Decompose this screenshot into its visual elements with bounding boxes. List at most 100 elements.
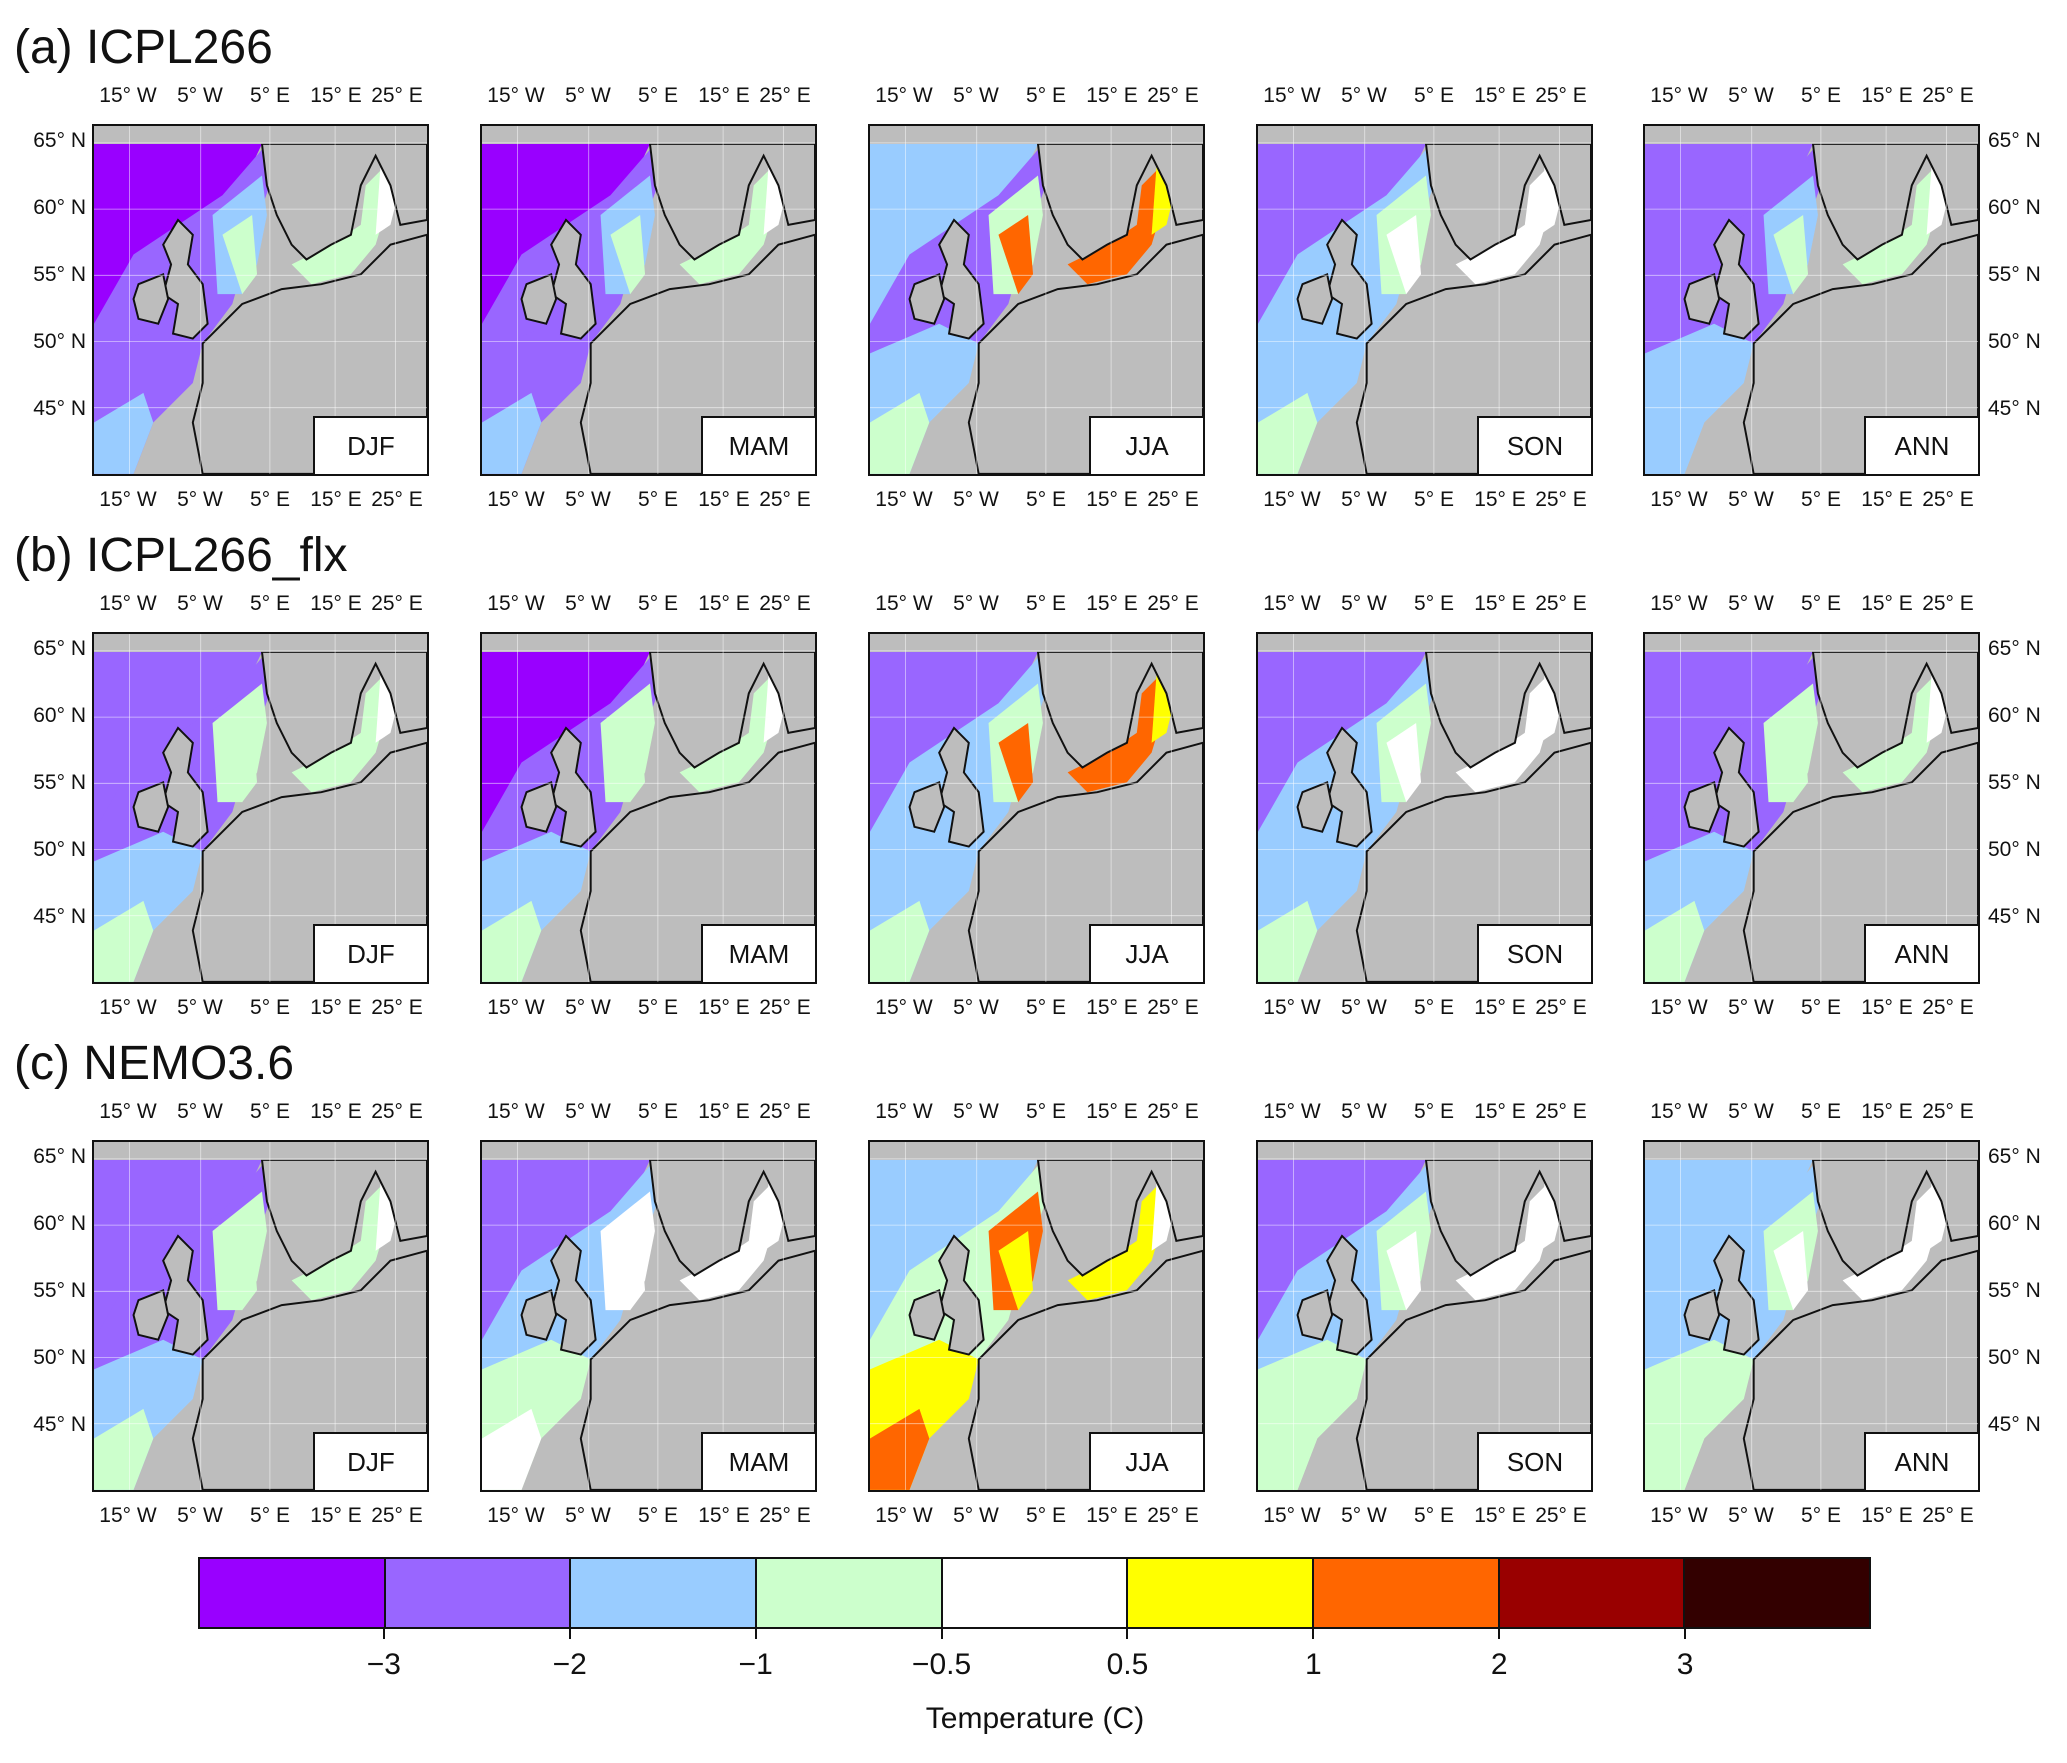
- sea-region-north-sea-inner: [1386, 215, 1422, 295]
- lon-tick-label: 15° W: [99, 488, 157, 511]
- lon-labels-top: 15° W 5° W 5° E 15° E 25° E: [1256, 84, 1593, 110]
- lat-labels-right: 65° N 60° N 55° N 50° N 45° N: [1988, 1140, 2058, 1492]
- great-britain: [938, 726, 985, 848]
- continental-europe: [191, 1249, 427, 1490]
- ireland: [908, 780, 946, 833]
- lon-tick-label: 25° E: [759, 1100, 811, 1123]
- continental-europe: [191, 233, 427, 474]
- sea-region-south: [1258, 1408, 1318, 1490]
- great-britain: [1713, 726, 1760, 848]
- sea-region-south: [870, 392, 930, 474]
- lon-tick-label: 25° E: [759, 1504, 811, 1527]
- lon-tick-label: 25° E: [759, 996, 811, 1019]
- colorbar-tick: [1684, 1629, 1687, 1639]
- lon-labels-top: 15° W 5° W 5° E 15° E 25° E: [1643, 1100, 1980, 1126]
- colorbar-tick-label: 0.5: [1106, 1648, 1149, 1681]
- lon-tick-label: 15° E: [1861, 488, 1913, 511]
- lon-tick-label: 5° E: [1801, 84, 1841, 107]
- season-label: ANN: [1864, 924, 1978, 982]
- season-label: MAM: [701, 1432, 815, 1490]
- lat-tick-label: 65° N: [1988, 1145, 2041, 1168]
- lon-tick-label: 25° E: [759, 592, 811, 615]
- map-panel: JJA: [868, 632, 1205, 984]
- lon-labels-top: 15° W 5° W 5° E 15° E 25° E: [480, 1100, 817, 1126]
- sst-bias-map: [870, 634, 1203, 982]
- lon-tick-label: 5° W: [953, 84, 999, 107]
- lon-tick-label: 15° E: [310, 488, 362, 511]
- sst-bias-map: [1645, 126, 1978, 474]
- lon-tick-label: 15° E: [1086, 488, 1138, 511]
- great-britain: [1713, 218, 1760, 340]
- lon-tick-label: 15° W: [1650, 1100, 1708, 1123]
- row-title: (b) ICPL266_flx: [14, 529, 348, 582]
- lon-labels-top: 15° W 5° W 5° E 15° E 25° E: [92, 592, 429, 618]
- lon-labels-bottom: 15° W 5° W 5° E 15° E 25° E: [92, 1504, 429, 1530]
- lon-labels-bottom: 15° W 5° W 5° E 15° E 25° E: [1256, 488, 1593, 514]
- continental-europe: [967, 741, 1203, 982]
- season-label: MAM: [701, 924, 815, 982]
- lon-tick-label: 5° E: [1026, 592, 1066, 615]
- map-panel: DJF: [92, 632, 429, 984]
- great-britain: [550, 726, 597, 848]
- lon-tick-label: 5° W: [177, 996, 223, 1019]
- lat-tick-label: 45° N: [1988, 905, 2041, 928]
- lon-tick-label: 15° E: [310, 996, 362, 1019]
- lon-tick-label: 15° E: [310, 592, 362, 615]
- ireland: [132, 272, 170, 325]
- lon-tick-label: 25° E: [759, 84, 811, 107]
- lon-labels-top: 15° W 5° W 5° E 15° E 25° E: [868, 1100, 1205, 1126]
- map-panel: JJA: [868, 124, 1205, 476]
- ireland: [1296, 1288, 1334, 1341]
- sea-region-south: [870, 900, 930, 982]
- season-label: JJA: [1089, 416, 1203, 474]
- colorbar-swatch: [1314, 1559, 1500, 1627]
- colorbar-swatch: [1685, 1559, 1870, 1627]
- sea-region-north-sea-inner: [610, 215, 646, 295]
- lon-tick-label: 25° E: [1147, 488, 1199, 511]
- lon-labels-bottom: 15° W 5° W 5° E 15° E 25° E: [868, 1504, 1205, 1530]
- lat-tick-label: 55° N: [33, 771, 86, 794]
- lon-tick-label: 15° W: [1650, 996, 1708, 1019]
- season-label: SON: [1477, 924, 1591, 982]
- sea-region-south: [1645, 1408, 1705, 1490]
- colorbar-tick-label: 1: [1304, 1648, 1322, 1681]
- lon-tick-label: 15° W: [1650, 592, 1708, 615]
- sea-region-south: [482, 900, 542, 982]
- colorbar-swatch: [1499, 1559, 1686, 1627]
- lon-tick-label: 15° W: [875, 488, 933, 511]
- lat-labels-right: 65° N 60° N 55° N 50° N 45° N: [1988, 632, 2058, 984]
- colorbar-swatch: [385, 1559, 572, 1627]
- lon-tick-label: 5° E: [1026, 996, 1066, 1019]
- lon-tick-label: 25° E: [1922, 1504, 1974, 1527]
- great-britain: [162, 218, 209, 340]
- lon-labels-top: 15° W 5° W 5° E 15° E 25° E: [1256, 1100, 1593, 1126]
- great-britain: [1326, 218, 1373, 340]
- top-land-strip: [94, 1142, 427, 1160]
- ireland: [132, 780, 170, 833]
- map-panel: ANN: [1643, 1140, 1980, 1492]
- lat-tick-label: 55° N: [1988, 771, 2041, 794]
- lon-labels-top: 15° W 5° W 5° E 15° E 25° E: [868, 84, 1205, 110]
- lon-tick-label: 25° E: [1922, 488, 1974, 511]
- sea-region-north-sea-inner: [222, 215, 258, 295]
- map-panel: MAM: [480, 1140, 817, 1492]
- colorbar-swatch: [571, 1559, 758, 1627]
- great-britain: [550, 1234, 597, 1356]
- lon-tick-label: 15° E: [1861, 1100, 1913, 1123]
- continental-europe: [579, 741, 815, 982]
- lon-tick-label: 5° E: [250, 84, 290, 107]
- top-land-strip: [1645, 634, 1978, 652]
- lon-tick-label: 25° E: [1147, 1504, 1199, 1527]
- continental-europe: [967, 233, 1203, 474]
- sst-bias-map: [870, 126, 1203, 474]
- lon-tick-label: 5° W: [1341, 592, 1387, 615]
- lon-tick-label: 5° E: [638, 488, 678, 511]
- lat-labels-left: 65° N 60° N 55° N 50° N 45° N: [16, 124, 86, 476]
- lon-tick-label: 5° W: [177, 84, 223, 107]
- lon-tick-label: 5° E: [1801, 592, 1841, 615]
- lat-tick-label: 45° N: [1988, 1413, 2041, 1436]
- sea-region-north-sea-inner: [1773, 723, 1809, 803]
- lon-labels-bottom: 15° W 5° W 5° E 15° E 25° E: [1256, 996, 1593, 1022]
- map-panel: SON: [1256, 1140, 1593, 1492]
- map-panel: DJF: [92, 124, 429, 476]
